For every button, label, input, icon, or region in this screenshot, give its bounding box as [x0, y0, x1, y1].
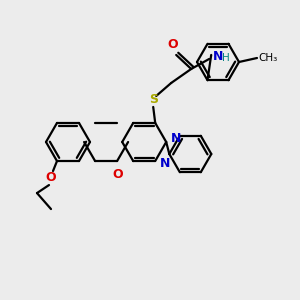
Text: N: N	[160, 157, 171, 169]
Text: N: N	[171, 133, 182, 146]
Text: N: N	[213, 50, 224, 63]
Text: O: O	[113, 168, 123, 181]
Text: CH₃: CH₃	[258, 53, 277, 63]
Text: O: O	[46, 171, 56, 184]
Text: S: S	[149, 93, 158, 106]
Text: O: O	[167, 38, 178, 51]
Text: H: H	[222, 53, 230, 63]
